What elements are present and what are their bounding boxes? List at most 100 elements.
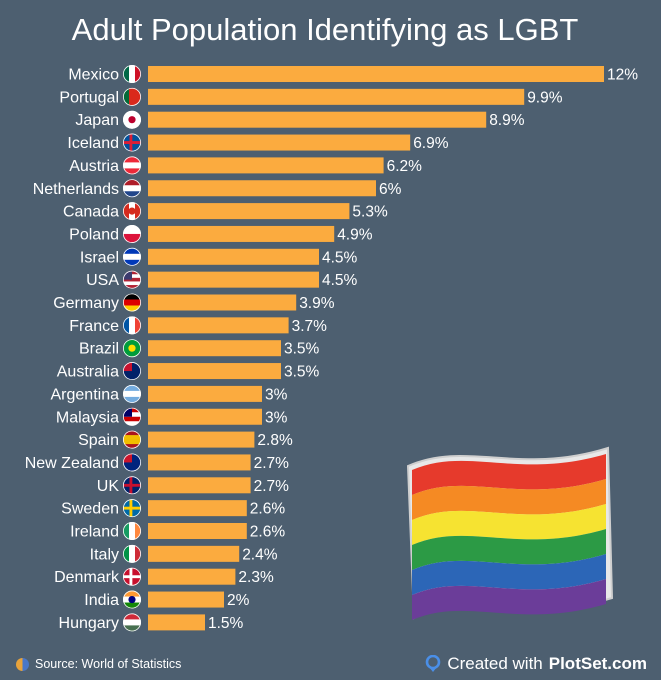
bar bbox=[148, 431, 255, 448]
value-label: 2.8% bbox=[257, 432, 293, 449]
value-label: 1.5% bbox=[208, 615, 244, 632]
bar-row: Mexico 12% bbox=[68, 65, 638, 84]
value-label: 3.5% bbox=[284, 341, 320, 358]
ireland-flag-icon bbox=[123, 522, 142, 541]
plotset-logo-icon bbox=[426, 655, 441, 672]
denmark-flag-icon bbox=[123, 567, 142, 586]
value-label: 2% bbox=[227, 592, 250, 609]
category-label: Sweden bbox=[61, 501, 119, 518]
brazil-flag-icon bbox=[123, 339, 142, 358]
bar-row: Canada 5.3% bbox=[63, 202, 388, 221]
globe-icon bbox=[16, 657, 29, 671]
bar-row: Germany 3.9% bbox=[53, 293, 335, 312]
austria-flag-icon bbox=[123, 156, 142, 175]
category-label: Germany bbox=[53, 295, 119, 312]
category-label: Italy bbox=[90, 546, 119, 563]
category-label: Netherlands bbox=[33, 181, 119, 198]
iceland-flag-icon bbox=[123, 133, 142, 152]
created-with-text: Created with bbox=[447, 654, 543, 673]
bar bbox=[148, 363, 281, 380]
bar bbox=[148, 568, 236, 585]
bar bbox=[148, 66, 604, 82]
spain-flag-icon bbox=[123, 430, 142, 449]
bar-row: France 3.7% bbox=[69, 316, 327, 335]
value-label: 3% bbox=[265, 386, 288, 403]
category-label: Mexico bbox=[68, 67, 119, 84]
category-label: Brazil bbox=[79, 341, 119, 358]
bar bbox=[148, 157, 384, 174]
bar-row: Ireland 2.6% bbox=[70, 522, 285, 541]
value-label: 2.6% bbox=[250, 501, 286, 518]
value-label: 12% bbox=[607, 67, 638, 84]
bar-row: Argentina 3% bbox=[51, 384, 288, 403]
bar-row: Iceland 6.9% bbox=[67, 133, 449, 152]
category-label: New Zealand bbox=[25, 455, 119, 472]
new-zealand-flag-icon bbox=[123, 453, 142, 472]
poland-flag-icon bbox=[123, 224, 142, 243]
bar-row: New Zealand 2.7% bbox=[25, 453, 289, 472]
bar-row: UK 2.7% bbox=[97, 476, 289, 495]
bar bbox=[148, 591, 224, 608]
pride-flag-band bbox=[412, 479, 606, 520]
category-label: Israel bbox=[80, 249, 119, 266]
value-label: 3.7% bbox=[292, 318, 328, 335]
sweden-flag-icon bbox=[123, 499, 142, 518]
bar bbox=[148, 385, 262, 402]
bar-row: Israel 4.5% bbox=[80, 247, 358, 266]
portugal-flag-icon bbox=[123, 87, 142, 106]
bar bbox=[148, 614, 205, 631]
uk-flag-icon bbox=[123, 476, 142, 495]
bar-row: Malaysia 3% bbox=[56, 407, 288, 426]
australia-flag-icon bbox=[123, 362, 142, 381]
value-label: 8.9% bbox=[489, 112, 525, 129]
value-label: 3.9% bbox=[299, 295, 335, 312]
value-label: 6.2% bbox=[387, 158, 423, 175]
bar-row: Italy 2.4% bbox=[90, 544, 278, 563]
category-label: Australia bbox=[57, 364, 119, 381]
category-label: Spain bbox=[78, 432, 119, 449]
germany-flag-icon bbox=[123, 293, 142, 312]
bar bbox=[148, 111, 487, 128]
bar bbox=[148, 408, 262, 425]
pride-flag-band bbox=[412, 504, 606, 545]
israel-flag-icon bbox=[123, 247, 142, 266]
value-label: 2.3% bbox=[238, 569, 274, 586]
bar bbox=[148, 248, 319, 265]
bar-row: Denmark 2.3% bbox=[54, 567, 274, 586]
bar bbox=[148, 134, 411, 151]
category-label: Denmark bbox=[54, 569, 120, 586]
bar-chart: Adult Population Identifying as LGBT Mex… bbox=[25, 12, 639, 632]
source-note: Source: World of Statistics bbox=[16, 657, 181, 671]
category-label: Austria bbox=[69, 158, 119, 175]
category-label: Canada bbox=[63, 204, 119, 221]
plotset-credit[interactable]: Created with PlotSet.com bbox=[425, 654, 647, 674]
value-label: 5.3% bbox=[352, 204, 388, 221]
value-label: 6% bbox=[379, 181, 402, 198]
category-label: Hungary bbox=[59, 615, 119, 632]
bar bbox=[148, 454, 251, 471]
mexico-flag-icon bbox=[123, 65, 142, 84]
argentina-flag-icon bbox=[123, 384, 142, 403]
bar-row: Brazil 3.5% bbox=[79, 339, 320, 358]
bar-row: Japan 8.9% bbox=[75, 110, 525, 129]
plotset-brand[interactable]: PlotSet.com bbox=[548, 654, 647, 673]
bar bbox=[148, 203, 350, 220]
bar-row: Spain 2.8% bbox=[78, 430, 293, 449]
malaysia-flag-icon bbox=[123, 407, 142, 426]
bar bbox=[148, 294, 297, 311]
category-label: Argentina bbox=[51, 386, 120, 403]
category-label: Portugal bbox=[59, 89, 119, 106]
bar-row: India 2% bbox=[84, 590, 250, 609]
bar bbox=[148, 88, 525, 105]
bar bbox=[148, 317, 289, 334]
pride-flag-band bbox=[412, 579, 606, 620]
bar-row: Poland 4.9% bbox=[69, 224, 373, 243]
bar bbox=[148, 340, 281, 357]
pride-flag-band bbox=[412, 454, 606, 495]
bar-row: Hungary 1.5% bbox=[59, 613, 244, 632]
source-text: Source: World of Statistics bbox=[35, 657, 182, 671]
category-label: Ireland bbox=[70, 524, 119, 541]
category-label: Japan bbox=[75, 112, 119, 129]
value-label: 2.4% bbox=[242, 546, 278, 563]
netherlands-flag-icon bbox=[123, 179, 142, 198]
